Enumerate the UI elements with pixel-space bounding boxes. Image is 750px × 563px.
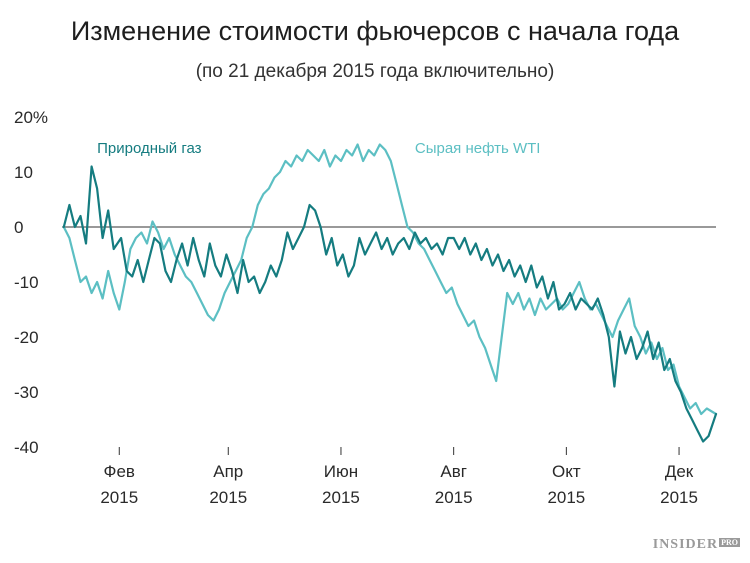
insider-pro-logo: INSIDER PRO bbox=[653, 537, 740, 553]
y-tick-label: -10 bbox=[14, 273, 39, 292]
x-tick-year: 2015 bbox=[322, 488, 360, 507]
x-tick-month: Окт bbox=[552, 462, 581, 481]
x-tick-month: Дек bbox=[665, 462, 694, 481]
x-tick-year: 2015 bbox=[209, 488, 247, 507]
y-tick-label: 0 bbox=[14, 218, 23, 237]
series-line-1 bbox=[62, 143, 718, 416]
series-layer bbox=[62, 143, 718, 443]
x-tick-month: Июн bbox=[324, 462, 358, 481]
chart-title: Изменение стоимости фьючерсов с начала г… bbox=[70, 16, 680, 46]
y-tick-label: 20% bbox=[14, 108, 48, 127]
series-labels: Природный газ Сырая нефть WTI bbox=[97, 140, 540, 157]
x-tick-month: Авг bbox=[440, 462, 467, 481]
x-tick-month: Апр bbox=[213, 462, 243, 481]
logo-badge: PRO bbox=[719, 538, 740, 547]
y-axis: 20% 10 0 -10 -20 -30 -40 bbox=[14, 108, 48, 457]
x-tick-year: 2015 bbox=[435, 488, 473, 507]
y-tick-label: -20 bbox=[14, 328, 39, 347]
y-tick-label: 10 bbox=[14, 163, 33, 182]
chart-subtitle: (по 21 декабря 2015 года включительно) bbox=[195, 61, 555, 82]
x-tick-year: 2015 bbox=[660, 488, 698, 507]
series-line-0 bbox=[62, 165, 718, 443]
series-label-1: Сырая нефть WTI bbox=[415, 140, 541, 157]
x-tick-year: 2015 bbox=[100, 488, 138, 507]
y-tick-label: -40 bbox=[14, 438, 39, 457]
logo-text: INSIDER bbox=[652, 537, 719, 552]
x-axis: Фев 2015 Апр 2015 Июн 2015 Авг 2015 Окт 2015 Дек 20… bbox=[100, 447, 698, 507]
x-tick-year: 2015 bbox=[547, 488, 585, 507]
series-label-0: Природный газ bbox=[97, 140, 202, 157]
y-tick-label: -30 bbox=[14, 383, 39, 402]
x-tick-month: Фев bbox=[104, 462, 135, 481]
